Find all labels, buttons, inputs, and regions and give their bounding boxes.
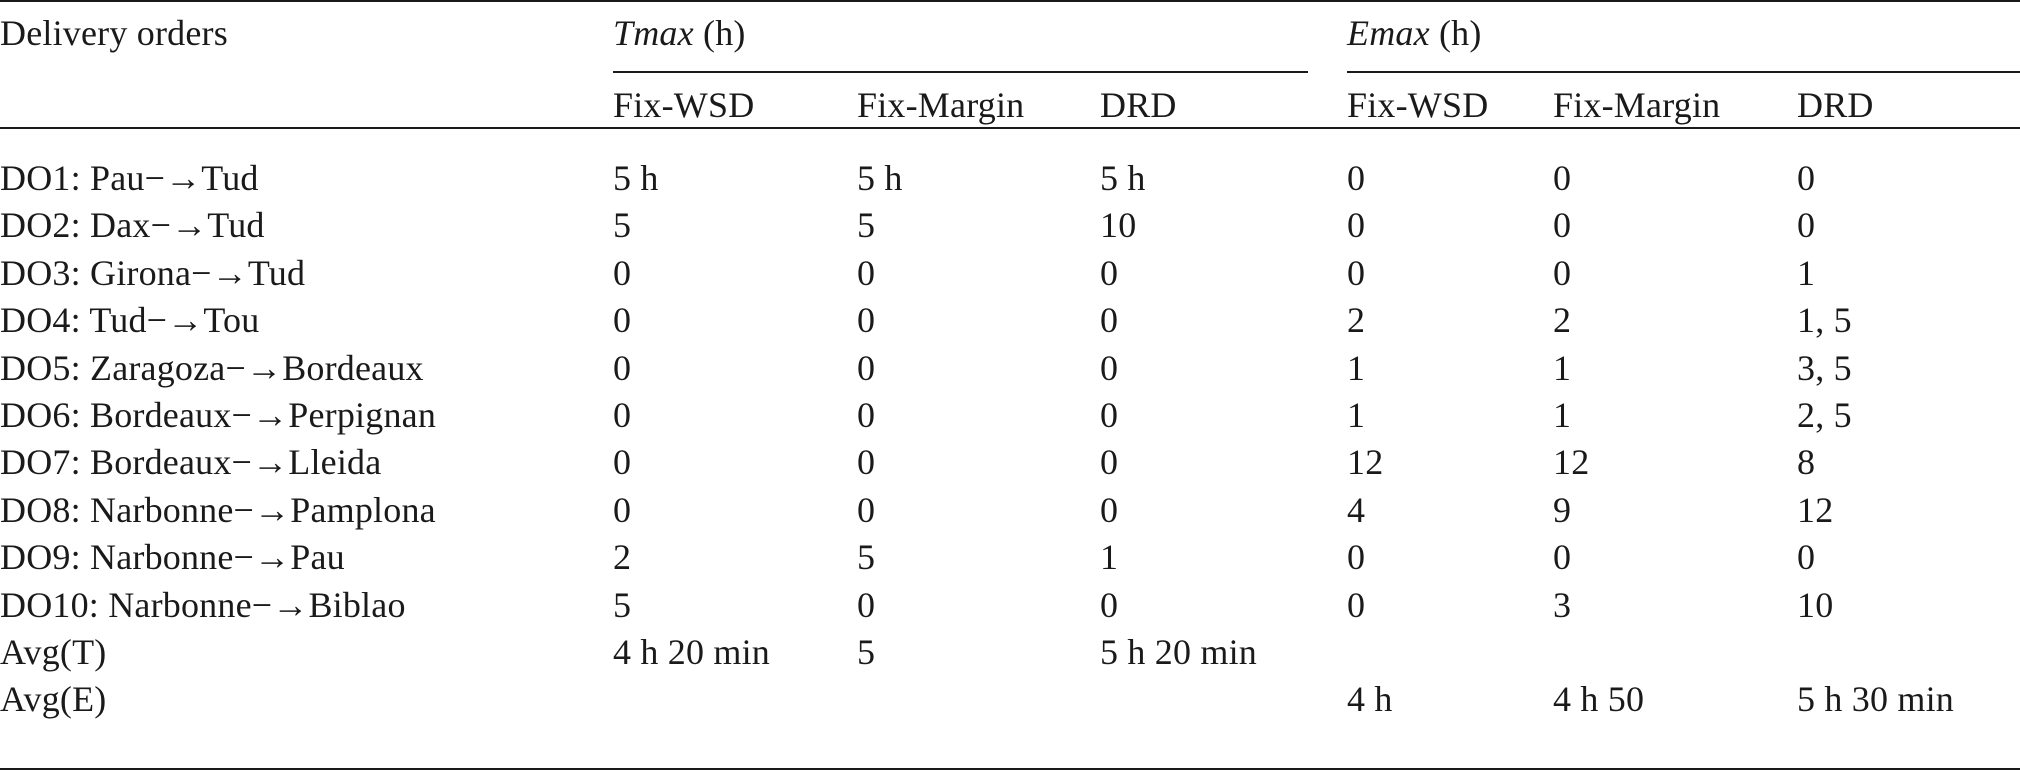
tmax-group-rule: [613, 71, 1308, 73]
table-cell: 5 h 30 min: [1797, 679, 1955, 720]
tmax-unit: (h): [693, 13, 746, 53]
table-cell: 0: [1100, 395, 1119, 435]
table-cell: 0: [1347, 584, 1366, 625]
row-label: DO1: Pau−→Tud: [0, 158, 259, 198]
table-cell: 0: [857, 584, 876, 625]
subheader-tmax-fix-wsd: Fix-WSD: [613, 85, 755, 125]
table-cell: 9: [1553, 489, 1572, 530]
emax-var: Emax: [1347, 13, 1430, 53]
table-cell: 1: [1553, 347, 1572, 388]
table-cell: 5: [857, 632, 876, 672]
table-cell: 1, 5: [1797, 300, 1852, 341]
emax-unit: (h): [1429, 13, 1482, 53]
row-label: DO9: Narbonne−→Pau: [0, 537, 345, 578]
table-cell: 0: [857, 252, 876, 293]
header-emax-group: Emax (h): [1347, 12, 1482, 54]
table-cell: 0: [1553, 537, 1572, 578]
row-label: DO2: Dax−→Tud: [0, 205, 265, 246]
table-cell: 0: [613, 252, 632, 293]
subheader-tmax-drd: DRD: [1100, 85, 1177, 125]
table-cell: 5 h 20 min: [1100, 632, 1258, 672]
table-cell: 8: [1797, 442, 1816, 483]
row-label: DO10: Narbonne−→Biblao: [0, 584, 406, 625]
table-bottom-rule: [0, 768, 2020, 770]
table-cell: 0: [1100, 584, 1119, 625]
table-cell: 0: [1347, 158, 1366, 198]
table-cell: 0: [613, 489, 632, 530]
table-cell: 3: [1553, 584, 1572, 625]
table-cell: 12: [1347, 442, 1384, 483]
table-cell: 0: [857, 300, 876, 341]
table-cell: 0: [857, 395, 876, 435]
table-cell: 1: [1100, 537, 1119, 578]
row-label: DO6: Bordeaux−→Perpignan: [0, 395, 437, 435]
table-cell: 1: [1553, 395, 1572, 435]
row-label: DO4: Tud−→Tou: [0, 300, 260, 341]
table-cell: 5: [857, 537, 876, 578]
table-cell: 1: [1797, 252, 1816, 293]
table-cell: 2: [1347, 300, 1366, 341]
table-cell: 0: [613, 300, 632, 341]
table-cell: 4 h 50: [1553, 679, 1645, 720]
header-tmax-group: Tmax (h): [613, 12, 746, 54]
table-cell: 5 h: [613, 158, 659, 198]
table-cell: 0: [857, 489, 876, 530]
table-cell: 5 h: [1100, 158, 1146, 198]
table-cell: 4: [1347, 489, 1366, 530]
table-cell: 0: [1553, 252, 1572, 293]
tmax-var: Tmax: [613, 13, 694, 53]
table-cell: 0: [1100, 252, 1119, 293]
table-cell: 5: [613, 584, 632, 625]
row-label: DO7: Bordeaux−→Lleida: [0, 442, 382, 483]
table-cell: 0: [1100, 489, 1119, 530]
row-label: DO5: Zaragoza−→Bordeaux: [0, 347, 424, 388]
table-cell: 0: [1347, 537, 1366, 578]
row-label: DO3: Girona−→Tud: [0, 252, 306, 293]
emax-group-rule: [1347, 71, 2020, 73]
table-cell: 0: [1553, 205, 1572, 246]
subheader-emax-fix-wsd: Fix-WSD: [1347, 85, 1489, 125]
table-cell: 0: [613, 395, 632, 435]
table-cell: 4 h 20 min: [613, 632, 771, 672]
table-top-rule: [0, 0, 2020, 2]
table-cell: 12: [1553, 442, 1590, 483]
subheader-emax-drd: DRD: [1797, 85, 1874, 125]
table-cell: 3, 5: [1797, 347, 1852, 388]
table-cell: 0: [1553, 158, 1572, 198]
table-cell: 0: [857, 442, 876, 483]
table-cell: 0: [1797, 158, 1816, 198]
table-cell: 4 h: [1347, 679, 1393, 720]
table-cell: 0: [1100, 347, 1119, 388]
row-label: Avg(T): [0, 632, 107, 672]
table-cell: 12: [1797, 489, 1834, 530]
row-label: DO8: Narbonne−→Pamplona: [0, 489, 436, 530]
table-cell: 5: [613, 205, 632, 246]
header-delivery-orders: Delivery orders: [0, 13, 228, 53]
table-cell: 2: [613, 537, 632, 578]
table-cell: 0: [1797, 205, 1816, 246]
table-cell: 10: [1797, 584, 1834, 625]
table-cell: 10: [1100, 205, 1137, 246]
table-cell: 0: [613, 347, 632, 388]
subheader-emax-fix-margin: Fix-Margin: [1553, 85, 1721, 125]
table-cell: 0: [1797, 537, 1816, 578]
row-label: Avg(E): [0, 679, 107, 720]
table-cell: 1: [1347, 395, 1366, 435]
table-cell: 0: [613, 442, 632, 483]
table-cell: 2, 5: [1797, 395, 1852, 435]
table-cell: 0: [857, 347, 876, 388]
table-cell: 0: [1100, 300, 1119, 341]
header-bottom-rule: [0, 127, 2020, 129]
table-cell: 5: [857, 205, 876, 246]
table-cell: 0: [1100, 442, 1119, 483]
table-cell: 0: [1347, 205, 1366, 246]
subheader-tmax-fix-margin: Fix-Margin: [857, 85, 1025, 125]
table-cell: 0: [1347, 252, 1366, 293]
table-cell: 5 h: [857, 158, 903, 198]
table-cell: 1: [1347, 347, 1366, 388]
table-cell: 2: [1553, 300, 1572, 341]
